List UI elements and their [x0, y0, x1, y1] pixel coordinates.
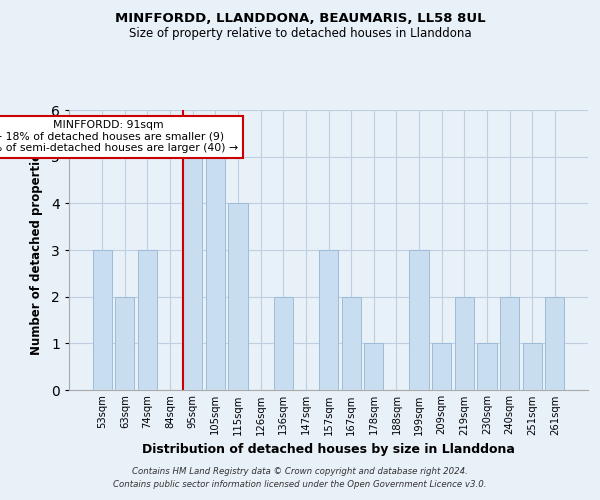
Text: Size of property relative to detached houses in Llanddona: Size of property relative to detached ho…	[128, 28, 472, 40]
X-axis label: Distribution of detached houses by size in Llanddona: Distribution of detached houses by size …	[142, 443, 515, 456]
Bar	[183, 156, 202, 390]
Text: MINFFORDD: 91sqm
← 18% of detached houses are smaller (9)
80% of semi-detached h: MINFFORDD: 91sqm ← 18% of detached house…	[0, 120, 239, 154]
Text: Contains HM Land Registry data © Crown copyright and database right 2024.: Contains HM Land Registry data © Crown c…	[132, 467, 468, 476]
Bar	[92, 250, 112, 390]
Bar	[319, 250, 338, 390]
Bar	[432, 344, 451, 390]
Bar	[206, 156, 225, 390]
Bar	[523, 344, 542, 390]
Text: Contains public sector information licensed under the Open Government Licence v3: Contains public sector information licen…	[113, 480, 487, 489]
Bar	[115, 296, 134, 390]
Bar	[274, 296, 293, 390]
Bar	[545, 296, 565, 390]
Bar	[455, 296, 474, 390]
Bar	[364, 344, 383, 390]
Bar	[500, 296, 519, 390]
Bar	[138, 250, 157, 390]
Bar	[229, 204, 248, 390]
Bar	[409, 250, 428, 390]
Y-axis label: Number of detached properties: Number of detached properties	[30, 146, 43, 354]
Text: MINFFORDD, LLANDDONA, BEAUMARIS, LL58 8UL: MINFFORDD, LLANDDONA, BEAUMARIS, LL58 8U…	[115, 12, 485, 26]
Bar	[477, 344, 497, 390]
Bar	[341, 296, 361, 390]
